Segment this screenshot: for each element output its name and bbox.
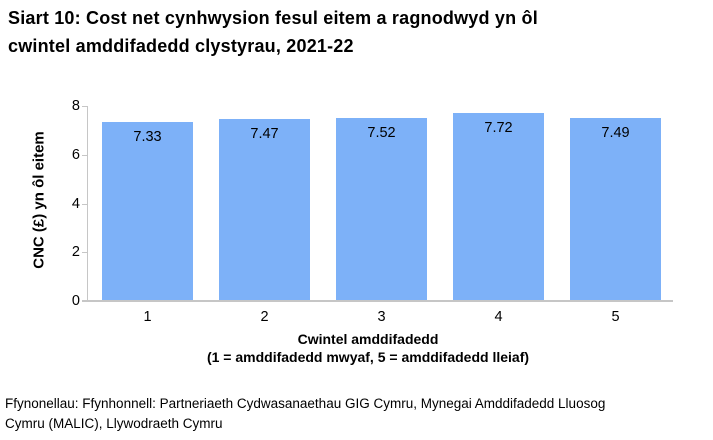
x-tick-label: 5 [611, 309, 620, 325]
x-axis-line [82, 300, 673, 302]
bar-value-label: 7.49 [601, 125, 630, 142]
x-axis-title-main: Cwintel amddifadedd [297, 331, 439, 347]
y-tick-label: 6 [71, 146, 80, 163]
chart-title: Siart 10: Cost net cynhwysion fesul eite… [8, 5, 708, 60]
y-tick-label: 8 [71, 98, 80, 114]
y-tick-mark [82, 154, 87, 156]
source-note: Ffynonellau: Ffynhonnell: Partneriaeth C… [5, 394, 705, 434]
y-tick-label: 0 [71, 293, 80, 309]
bar [453, 112, 544, 301]
y-tick-mark [82, 252, 87, 254]
text-line: cwintel amddifadedd clystyrau, 2021-22 [8, 35, 354, 56]
x-tick-label: 1 [143, 309, 152, 325]
y-axis-line [87, 106, 88, 301]
bar [570, 118, 661, 301]
y-tick-label: 2 [71, 244, 80, 261]
text-line: Cymru (MALIC), Llywodraeth Cymru [5, 416, 223, 431]
x-tick-label: 4 [494, 309, 503, 325]
text-line: Siart 10: Cost net cynhwysion fesul eite… [8, 8, 538, 28]
bar-value-label: 7.47 [250, 125, 279, 142]
y-tick-mark [82, 106, 87, 107]
bar-value-label: 7.52 [367, 124, 396, 141]
x-tick-label: 2 [260, 309, 269, 325]
bar [336, 117, 427, 301]
bar [219, 118, 310, 301]
text-line: Ffynonellau: Ffynhonnell: Partneriaeth C… [5, 396, 606, 411]
x-axis-title-note: (1 = amddifadedd mwyaf, 5 = amddifadedd … [206, 349, 530, 365]
x-axis-title: Cwintel amddifadedd (1 = amddifadedd mwy… [60, 330, 676, 366]
bar [102, 122, 193, 301]
bar-value-label: 7.33 [133, 129, 162, 146]
x-tick-label: 3 [377, 309, 386, 325]
y-axis-title: CNC (£) yn ôl eitem [30, 131, 48, 269]
y-tick-mark [82, 203, 87, 205]
bar-value-label: 7.72 [484, 119, 513, 136]
y-tick-label: 4 [71, 195, 80, 212]
